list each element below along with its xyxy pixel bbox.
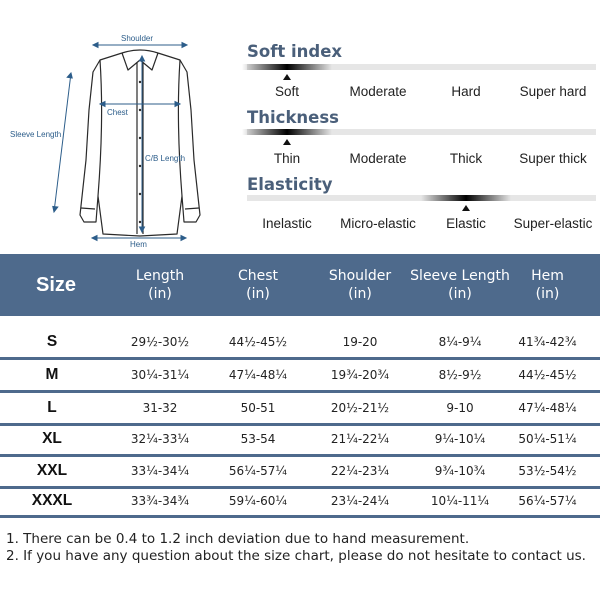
row-divider [0,423,600,426]
sleeve-length-column-header: Sleeve Length (in) [400,254,520,316]
chest-label: Chest [107,108,128,117]
measurement-cell: 20½-21½ [330,401,390,415]
property-option-label: Moderate [349,151,407,166]
column-header-unit: (in) [448,286,472,302]
measurement-cell: 30¼-31¼ [130,368,190,382]
row-divider [0,357,600,360]
property-title: Soft index [247,42,343,61]
table-bottom-divider [0,515,600,518]
measurement-cell: 19¾-20¾ [330,368,390,382]
size-column-header: Size [35,274,77,296]
measurement-cell: 33¼-34¼ [130,464,190,478]
column-header-title: Sleeve Length [410,268,510,284]
measurement-cell: 56¼-57¼ [518,494,577,508]
property-option-label: Hard [451,84,481,99]
column-header-title: Length [135,268,185,284]
selected-level-marker-icon [283,74,291,80]
shirt-measurement-diagram: Shoulder Chest Sleeve Length C/B Length … [0,0,240,250]
column-header-title: Hem [531,268,564,284]
column-header-unit: (in) [535,286,560,302]
table-row: M 30¼-31¼ 47¼-48¼ 19¾-20¾ 8½-9½ 44½-45½ [0,358,600,393]
property-option-label: Super thick [519,151,587,166]
row-divider [0,390,600,393]
length-column-header: Length (in) [110,254,210,316]
size-cell: XL [42,430,62,447]
measurement-cell: 8½-9½ [438,368,482,382]
column-header-title: Chest [237,268,279,284]
measurement-cell: 33¾-34¾ [130,494,190,508]
column-header-title: Shoulder [328,268,392,284]
column-header-unit: (in) [246,286,270,302]
property-option-label: Inelastic [262,216,312,231]
column-header-unit: (in) [348,286,372,302]
measurement-cell: 47¼-48¼ [518,401,577,415]
measurement-cell: 53-54 [240,432,276,446]
measurement-cell: 19-20 [342,335,378,349]
measurement-cell: 22¼-23¼ [330,464,390,478]
property-option-label: Thin [273,151,301,166]
property-level-highlight [421,195,511,201]
row-divider [0,486,600,489]
property-scale-bar [242,129,596,135]
measurement-cell: 21¼-22¼ [330,432,390,446]
hem-column-header: Hem (in) [505,254,590,316]
measurement-cell: 10¼-11¼ [430,494,490,508]
property-scale-bar [242,64,596,70]
measurement-cell: 29½-30½ [130,335,190,349]
measurement-cell: 9-10 [446,401,474,415]
measurement-cell: 9¾-10¾ [434,464,486,478]
measurement-cell: 32¼-33¼ [130,432,190,446]
property-title: Elasticity [247,175,333,194]
measurement-cell: 23¼-24¼ [330,494,390,508]
shirt-outline-illustration [52,41,201,242]
sleeve-length-label: Sleeve Length [10,130,62,139]
property-title: Thickness [247,108,339,127]
size-cell: L [47,399,57,416]
selected-level-marker-icon [462,205,470,211]
size-table-header: Size Length (in) Chest (in) Shoulder (in… [0,254,600,316]
measurement-cell: 59¼-60¼ [228,494,288,508]
measurement-cell: 44½-45½ [518,368,577,382]
property-option-label: Super-elastic [513,216,593,231]
table-row: S 29½-30½ 44½-45½ 19-20 8¼-9¼ 41¾-42¾ [0,325,600,360]
column-header-unit: (in) [148,286,172,302]
property-option-label: Super hard [519,84,587,99]
selected-level-marker-icon [283,139,291,145]
measurement-cell: 50¼-51¼ [518,432,577,446]
measurement-cell: 44½-45½ [228,335,288,349]
property-level-highlight [242,129,332,135]
property-option-label: Micro-elastic [340,216,416,231]
measurement-cell: 41¾-42¾ [518,335,577,349]
property-option-label: Thick [449,151,483,166]
table-row: XXXL 33¾-34¾ 59¼-60¼ 23¼-24¼ 10¼-11¼ 56¼-57¼ [0,484,600,518]
measurement-cell: 47¼-48¼ [228,368,288,382]
cb-length-label: C/B Length [145,154,186,163]
measurement-cell: 31-32 [142,401,178,415]
row-divider [0,454,600,457]
table-row: XL 32¼-33¼ 53-54 21¼-22¼ 9¼-10¼ 50¼-51¼ [0,422,600,457]
property-option-label: Soft [274,84,299,99]
shoulder-label: Shoulder [121,34,154,43]
table-row: XXL 33¼-34¼ 56¼-57¼ 22¼-23¼ 9¾-10¾ 53½-54½ [0,454,600,489]
hem-label: Hem [130,240,147,249]
note-measurement-deviation: 1. There can be 0.4 to 1.2 inch deviatio… [6,531,470,547]
size-cell: XXL [36,462,68,479]
table-row: L 31-32 50-51 20½-21½ 9-10 47¼-48¼ [0,391,600,426]
chest-column-header: Chest (in) [208,254,308,316]
shoulder-column-header: Shoulder (in) [310,254,410,316]
size-cell: XXXL [31,492,73,509]
property-option-label: Elastic [446,216,486,231]
measurement-cell: 53½-54½ [518,464,577,478]
property-option-label: Moderate [349,84,407,99]
size-cell: M [45,366,59,383]
property-level-highlight [242,64,332,70]
measurement-cell: 50-51 [240,401,276,415]
measurement-cell: 56¼-57¼ [228,464,288,478]
measurement-cell: 9¼-10¼ [434,432,486,446]
size-cell: S [46,333,58,350]
note-contact-us: 2. If you have any question about the si… [6,548,586,564]
measurement-cell: 8¼-9¼ [438,335,482,349]
property-scale-bar [247,195,596,201]
